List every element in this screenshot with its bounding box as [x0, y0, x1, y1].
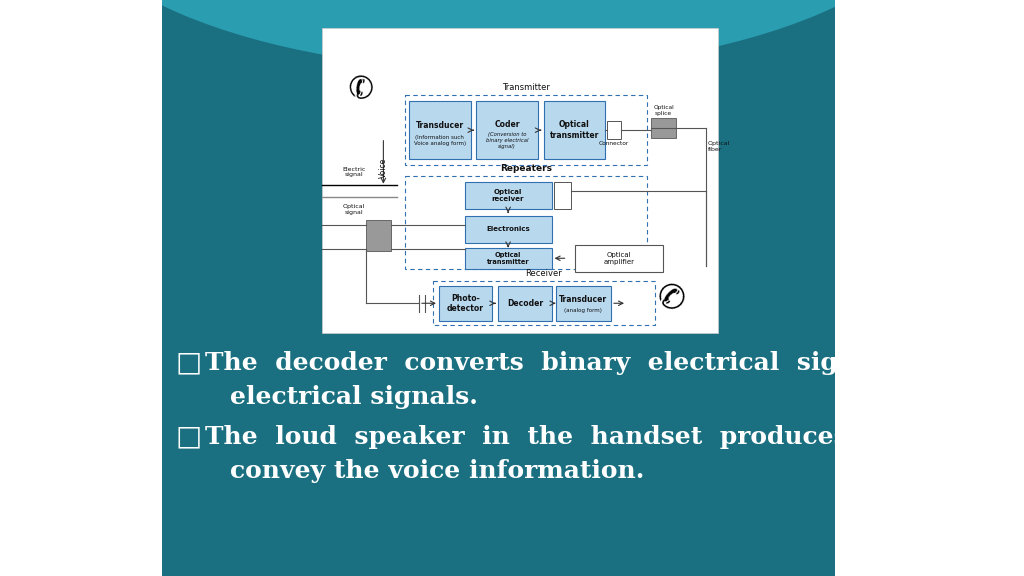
Text: Connector: Connector: [599, 141, 629, 146]
Bar: [439, 286, 493, 321]
Text: Transmitter: Transmitter: [502, 83, 550, 92]
Text: Voice: Voice: [379, 158, 388, 179]
Bar: [433, 281, 654, 325]
Bar: [406, 176, 647, 269]
Bar: [835, 0, 1024, 576]
Bar: [544, 101, 605, 159]
Text: □: □: [175, 423, 202, 450]
Bar: [465, 215, 552, 243]
Text: Optical
receiver: Optical receiver: [492, 190, 524, 202]
Bar: [465, 182, 552, 210]
Bar: [650, 118, 677, 138]
Text: Optical
transmitter: Optical transmitter: [486, 252, 529, 265]
Bar: [366, 220, 391, 251]
Text: ✆: ✆: [651, 279, 689, 320]
Bar: [607, 121, 621, 139]
Text: Optical
splice: Optical splice: [653, 105, 674, 116]
Text: electrical signals.: electrical signals.: [230, 385, 478, 409]
Text: Electronics: Electronics: [486, 226, 530, 232]
Text: Transducer: Transducer: [559, 294, 607, 304]
Text: The  loud  speaker  in  the  handset  produces  sound  waves  to: The loud speaker in the handset produces…: [205, 425, 1024, 449]
Text: Coder: Coder: [495, 120, 520, 129]
Text: The  decoder  converts  binary  electrical  signal  in  to  analog: The decoder converts binary electrical s…: [205, 351, 1024, 375]
Bar: [556, 286, 611, 321]
Bar: [575, 245, 663, 272]
Bar: [554, 182, 571, 210]
Text: ✆: ✆: [345, 71, 378, 107]
Bar: [499, 286, 552, 321]
Bar: [476, 101, 538, 159]
Text: (Information such
Voice analog form): (Information such Voice analog form): [414, 135, 466, 146]
Text: Decoder: Decoder: [507, 299, 543, 308]
Bar: [406, 95, 647, 165]
Bar: [0, 0, 162, 576]
Text: Optical
signal: Optical signal: [342, 204, 365, 215]
Text: Repeaters: Repeaters: [500, 164, 552, 173]
Text: (analog form): (analog form): [564, 308, 602, 313]
Text: (Conversion to
binary electrical
signal): (Conversion to binary electrical signal): [485, 132, 528, 149]
Text: Optical
amplifier: Optical amplifier: [603, 252, 635, 265]
Text: Optical
fiber: Optical fiber: [709, 141, 730, 151]
Bar: [465, 248, 552, 269]
Text: convey the voice information.: convey the voice information.: [230, 459, 644, 483]
Bar: [410, 101, 470, 159]
Bar: [322, 28, 718, 333]
Bar: [162, 0, 1024, 576]
Text: Receiver: Receiver: [525, 269, 562, 278]
Text: Electric
signal: Electric signal: [342, 166, 366, 177]
Text: Photo-
detector: Photo- detector: [447, 294, 484, 313]
Text: Transducer: Transducer: [416, 121, 464, 130]
Ellipse shape: [50, 0, 950, 70]
Text: □: □: [175, 350, 202, 377]
Text: Optical
transmitter: Optical transmitter: [550, 120, 599, 140]
Bar: [0, 0, 162, 576]
Bar: [835, 0, 1024, 576]
